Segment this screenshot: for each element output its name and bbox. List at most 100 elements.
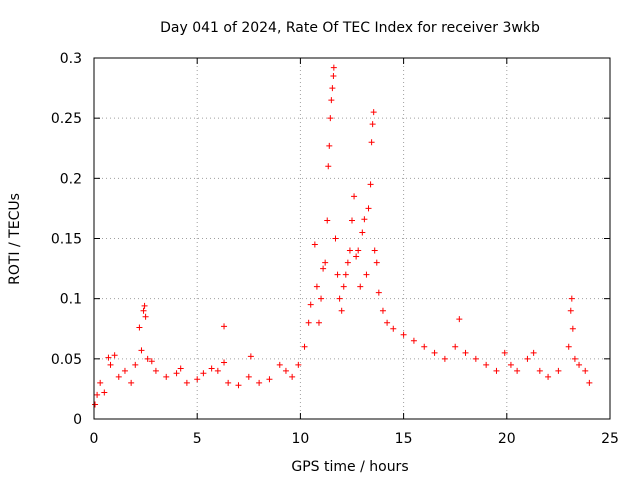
x-tick-label: 5 bbox=[193, 431, 202, 447]
data-point-marker bbox=[235, 382, 242, 389]
data-point-marker bbox=[336, 295, 343, 302]
y-tick-label: 0.15 bbox=[51, 232, 82, 248]
y-tick-label: 0.3 bbox=[60, 51, 82, 67]
data-point-marker bbox=[567, 307, 574, 314]
data-point-marker bbox=[330, 64, 337, 71]
y-tick-label: 0 bbox=[73, 412, 82, 428]
data-point-marker bbox=[142, 313, 149, 320]
y-tick-label: 0.05 bbox=[51, 352, 82, 368]
data-point-marker bbox=[245, 373, 252, 380]
y-tick-label: 0.1 bbox=[60, 292, 82, 308]
data-point-marker bbox=[507, 361, 514, 368]
data-point-marker bbox=[138, 347, 145, 354]
data-point-marker bbox=[92, 401, 99, 408]
data-point-marker bbox=[371, 247, 378, 254]
data-point-marker bbox=[325, 163, 332, 170]
data-point-marker bbox=[431, 349, 438, 356]
data-point-marker bbox=[140, 307, 147, 314]
data-point-marker bbox=[456, 316, 463, 323]
data-point-marker bbox=[208, 365, 215, 372]
data-point-marker bbox=[301, 343, 308, 350]
data-point-marker bbox=[493, 367, 500, 374]
data-point-marker bbox=[200, 370, 207, 377]
data-point-marker bbox=[330, 73, 337, 80]
data-point-marker bbox=[357, 283, 364, 290]
data-point-marker bbox=[221, 323, 228, 330]
data-point-marker bbox=[351, 193, 358, 200]
data-point-marker bbox=[128, 379, 135, 386]
data-point-marker bbox=[355, 247, 362, 254]
data-point-marker bbox=[94, 391, 101, 398]
data-point-marker bbox=[332, 235, 339, 242]
data-point-marker bbox=[346, 247, 353, 254]
data-markers bbox=[92, 64, 593, 408]
data-point-marker bbox=[367, 181, 374, 188]
data-point-marker bbox=[183, 379, 190, 386]
data-point-marker bbox=[121, 367, 128, 374]
data-point-marker bbox=[289, 373, 296, 380]
data-point-marker bbox=[97, 379, 104, 386]
data-point-marker bbox=[326, 142, 333, 149]
data-point-marker bbox=[334, 271, 341, 278]
data-point-marker bbox=[173, 370, 180, 377]
data-point-marker bbox=[266, 376, 273, 383]
data-point-marker bbox=[163, 373, 170, 380]
data-point-marker bbox=[582, 367, 589, 374]
data-point-marker bbox=[322, 259, 329, 266]
data-point-marker bbox=[359, 229, 366, 236]
data-point-marker bbox=[568, 295, 575, 302]
data-point-marker bbox=[368, 139, 375, 146]
data-point-marker bbox=[328, 97, 335, 104]
data-point-marker bbox=[472, 355, 479, 362]
data-point-marker bbox=[101, 389, 108, 396]
data-point-marker bbox=[148, 358, 155, 365]
axis-ticks: 0 5 10 15 20 25 0 0.05 0.1 0.15 0.2 0.25 0.3 bbox=[51, 51, 619, 447]
data-point-marker bbox=[295, 361, 302, 368]
data-point-marker bbox=[105, 354, 112, 361]
data-point-marker bbox=[530, 349, 537, 356]
grid-lines bbox=[94, 58, 610, 419]
data-point-marker bbox=[576, 361, 583, 368]
data-point-marker bbox=[305, 319, 312, 326]
data-point-marker bbox=[324, 217, 331, 224]
data-point-marker bbox=[452, 343, 459, 350]
data-point-marker bbox=[365, 205, 372, 212]
data-point-marker bbox=[379, 307, 386, 314]
y-axis-label: ROTI / TECUs bbox=[7, 193, 23, 285]
data-point-marker bbox=[373, 259, 380, 266]
data-point-marker bbox=[421, 343, 428, 350]
data-point-marker bbox=[363, 271, 370, 278]
data-point-marker bbox=[276, 361, 283, 368]
data-point-marker bbox=[586, 379, 593, 386]
data-point-marker bbox=[141, 302, 148, 309]
data-point-marker bbox=[353, 253, 360, 260]
x-tick-label: 20 bbox=[498, 431, 516, 447]
y-tick-label: 0.25 bbox=[51, 111, 82, 127]
data-point-marker bbox=[247, 353, 254, 360]
data-point-marker bbox=[370, 109, 377, 116]
data-point-marker bbox=[545, 373, 552, 380]
data-point-marker bbox=[410, 337, 417, 344]
data-point-marker bbox=[571, 355, 578, 362]
data-point-marker bbox=[462, 349, 469, 356]
data-point-marker bbox=[115, 373, 122, 380]
x-tick-label: 25 bbox=[601, 431, 619, 447]
data-point-marker bbox=[136, 324, 143, 331]
data-point-marker bbox=[555, 367, 562, 374]
data-point-marker bbox=[144, 355, 151, 362]
data-point-marker bbox=[390, 325, 397, 332]
data-point-marker bbox=[338, 307, 345, 314]
data-point-marker bbox=[369, 121, 376, 128]
data-point-marker bbox=[501, 349, 508, 356]
data-point-marker bbox=[313, 283, 320, 290]
x-tick-label: 0 bbox=[90, 431, 99, 447]
x-tick-label: 15 bbox=[395, 431, 413, 447]
x-axis-label: GPS time / hours bbox=[291, 459, 408, 475]
data-point-marker bbox=[307, 301, 314, 308]
plot-frame bbox=[93, 57, 611, 420]
data-point-marker bbox=[524, 355, 531, 362]
data-point-marker bbox=[152, 367, 159, 374]
data-point-marker bbox=[375, 289, 382, 296]
data-point-marker bbox=[318, 295, 325, 302]
